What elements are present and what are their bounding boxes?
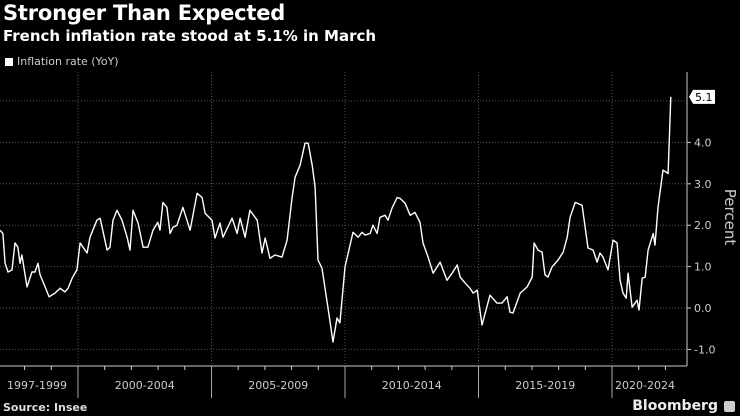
inflation-rate-line	[0, 96, 672, 343]
x-period-label: 2000-2004	[115, 379, 175, 392]
y-tick-label: 1.0	[694, 261, 712, 274]
last-value-label: 5.1	[695, 91, 713, 104]
y-tick-label: 2.0	[694, 219, 712, 232]
x-period-label: 2005-2009	[248, 379, 308, 392]
x-period-label: 2020-2024	[615, 379, 675, 392]
last-value-badge	[689, 89, 715, 104]
legend: Inflation rate (YoY)	[5, 55, 119, 68]
y-tick-label: 3.0	[694, 178, 712, 191]
chart-subtitle: French inflation rate stood at 5.1% in M…	[3, 27, 377, 45]
x-period-label: 1997-1999	[7, 379, 67, 392]
x-period-label: 2015-2019	[515, 379, 575, 392]
x-period-label: 2010-2014	[382, 379, 442, 392]
source-note: Source: Insee	[3, 401, 88, 414]
y-axis-label: Percent	[721, 189, 739, 246]
chart-title: Stronger Than Expected	[3, 1, 286, 25]
y-tick-label: 4.0	[694, 136, 712, 149]
y-tick-label: 0.0	[694, 302, 712, 315]
legend-swatch	[5, 57, 13, 66]
legend-label: Inflation rate (YoY)	[17, 55, 119, 68]
bloomberg-logo: Bloomberg	[632, 398, 718, 414]
bloomberg-chart-icon	[724, 401, 735, 412]
y-tick-label: -1.0	[694, 343, 715, 356]
